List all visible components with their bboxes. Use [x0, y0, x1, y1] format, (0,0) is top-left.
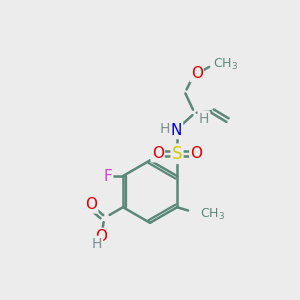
Text: H: H	[199, 112, 209, 126]
Text: O: O	[95, 229, 107, 244]
Text: O: O	[152, 146, 164, 161]
Text: H: H	[92, 237, 102, 251]
Text: CH$_3$: CH$_3$	[213, 57, 238, 72]
Text: O: O	[190, 146, 202, 161]
Text: F: F	[103, 169, 112, 184]
Text: O: O	[190, 66, 202, 81]
Text: CH$_3$: CH$_3$	[200, 206, 225, 222]
Text: O: O	[85, 197, 97, 212]
Text: H: H	[159, 122, 170, 136]
Text: S: S	[172, 145, 182, 163]
Text: N: N	[171, 123, 182, 138]
